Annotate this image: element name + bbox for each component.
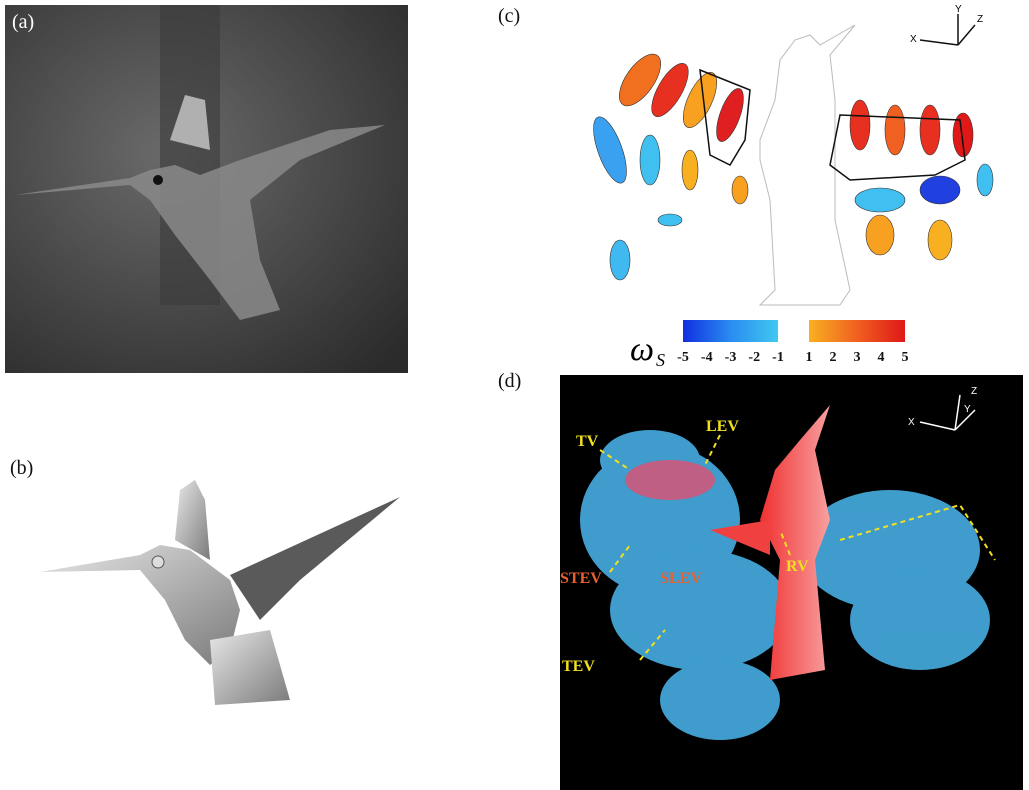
axis-label: X	[910, 34, 917, 45]
near-wing	[230, 497, 400, 620]
colorbar-tick-label: 2	[830, 350, 837, 365]
annotation: SLEV	[660, 570, 702, 587]
axis-label: Z	[971, 386, 977, 397]
bird-outline	[760, 25, 855, 305]
panel-label: (a)	[12, 11, 34, 33]
axis-triad	[920, 14, 975, 45]
colorbar-negative	[683, 320, 778, 342]
panel-d: (d) X Y Z TV LEV STEV SLEV RV TEV	[498, 370, 1023, 790]
colorbar-tick-label: 5	[902, 350, 909, 365]
lev-surface	[625, 460, 715, 500]
colorbar-tick-label: 1	[806, 350, 813, 365]
colorbar-tick-label: 3	[854, 350, 861, 365]
annotation: LEV	[706, 418, 739, 435]
eye	[152, 556, 164, 568]
body	[40, 545, 240, 665]
annotation: TEV	[562, 658, 595, 675]
panel-a: (a)	[5, 5, 408, 373]
axis-label: Y	[955, 4, 962, 15]
figure: (a) (b) (c)	[0, 0, 1029, 790]
annotation: RV	[786, 558, 809, 575]
tail	[210, 630, 290, 705]
colorbar-symbol: ω	[630, 331, 654, 368]
colorbar-tick-label: 4	[878, 350, 885, 365]
colorbar-tick-label: -4	[701, 350, 713, 365]
annotation: TV	[576, 433, 599, 450]
panel-label: (b)	[10, 457, 33, 479]
panel-label: (d)	[498, 370, 521, 392]
colorbar-tick-label: -1	[772, 350, 784, 365]
colorbar: ω S -5 -4 -3 -2 -1 1 2 3 4 5	[630, 320, 909, 370]
axis-label: Y	[964, 404, 971, 415]
panel-b: (b)	[10, 457, 400, 705]
colorbar-tick-label: -3	[725, 350, 737, 365]
eye	[153, 175, 163, 185]
colorbar-subscript: S	[656, 350, 665, 370]
axis-label: Z	[977, 14, 983, 25]
annotation: STEV	[560, 570, 602, 587]
colorbar-tick-label: -2	[748, 350, 760, 365]
far-wing	[175, 480, 210, 560]
panel-label: (c)	[498, 5, 520, 27]
colorbar-positive	[809, 320, 905, 342]
colorbar-tick-label: -5	[677, 350, 689, 365]
axis-label: X	[908, 417, 915, 428]
panel-c: (c) X Y Z	[498, 4, 993, 305]
